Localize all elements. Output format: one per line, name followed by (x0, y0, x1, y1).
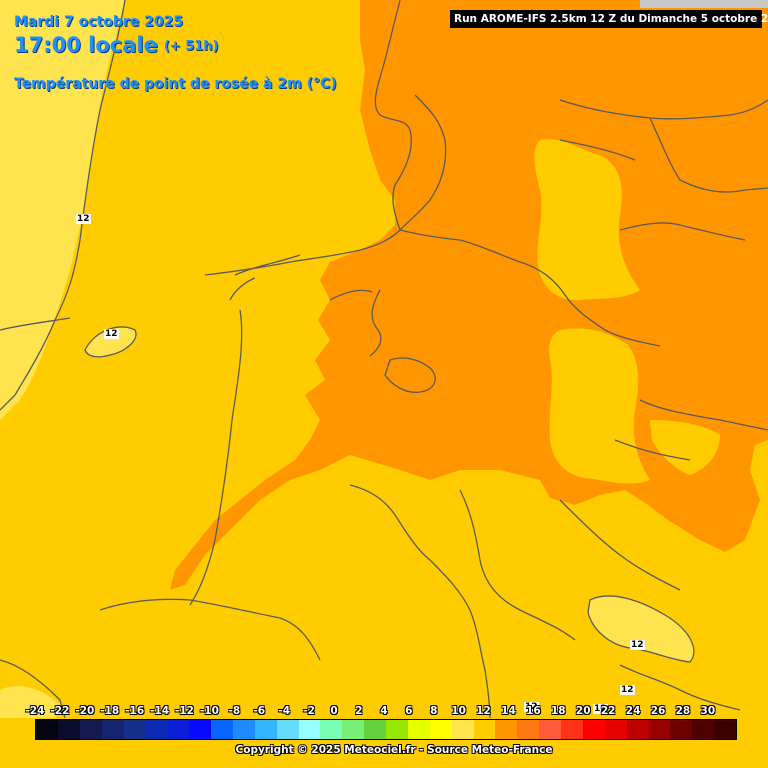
legend-swatch (604, 720, 627, 739)
legend-label: 8 (430, 705, 438, 717)
band-8-10-southeast (588, 595, 694, 662)
copyright-text: Copyright © 2025 Meteociel.fr - Source M… (235, 744, 553, 756)
band-8-10-west (0, 0, 125, 420)
parameter-title: Température de point de rosée à 2m (°C) (14, 76, 337, 92)
legend-label: 22 (600, 705, 616, 717)
forecast-time: 17:00 locale (+ 51h) (14, 33, 219, 57)
legend-swatch (232, 720, 255, 739)
isoline-label: 12 (76, 214, 91, 224)
legend-swatch (57, 720, 80, 739)
legend-label: 0 (330, 705, 338, 717)
legend-swatch (648, 720, 671, 739)
legend-swatch (714, 720, 736, 739)
legend-swatch (276, 720, 299, 739)
legend-label: 6 (405, 705, 413, 717)
band-12-hole-center (534, 138, 640, 301)
color-legend-bar (35, 719, 737, 740)
legend-swatch (123, 720, 146, 739)
legend-label: -14 (150, 705, 170, 717)
legend-swatch (473, 720, 496, 739)
legend-swatch (320, 720, 343, 739)
legend-label: 26 (650, 705, 666, 717)
legend-labels: -24 -22 -20 -18 -16 -14 -12 -10 -8 -6 -4 -2 0 2 4 6 8 10 1… (0, 705, 768, 719)
legend-label: -4 (278, 705, 291, 717)
legend-swatch (451, 720, 474, 739)
legend-label: -12 (175, 705, 195, 717)
band-12-hole-south (549, 328, 650, 484)
legend-swatch (429, 720, 452, 739)
legend-swatch (189, 720, 211, 739)
isoline-label: 12 (620, 685, 635, 695)
band-8-10-southwest (0, 685, 60, 718)
isoline-label: 12 (630, 640, 645, 650)
legend-label: -24 (25, 705, 45, 717)
isoline-label: 12 (524, 702, 539, 712)
legend-swatch (582, 720, 605, 739)
legend-label: -22 (50, 705, 70, 717)
forecast-time-value: 17:00 locale (14, 33, 158, 57)
legend-label: -6 (253, 705, 266, 717)
legend-swatch (36, 720, 58, 739)
legend-label: 14 (501, 705, 516, 717)
legend-label: -18 (100, 705, 120, 717)
no-data-corner (640, 0, 768, 8)
legend-swatch (211, 720, 233, 739)
legend-swatch (298, 720, 321, 739)
band-12-hole-east (650, 420, 720, 475)
legend-label: 24 (625, 705, 641, 717)
legend-label: 10 (451, 705, 466, 717)
legend-label: 20 (575, 705, 591, 717)
legend-swatch (254, 720, 277, 739)
legend-swatch (145, 720, 168, 739)
legend-swatch (495, 720, 518, 739)
legend-swatch (79, 720, 102, 739)
legend-swatch (517, 720, 540, 739)
legend-label: -10 (199, 705, 219, 717)
legend-swatch (386, 720, 408, 739)
legend-swatch (407, 720, 430, 739)
legend-label: -8 (228, 705, 241, 717)
forecast-lead: (+ 51h) (163, 39, 219, 54)
legend-swatch (342, 720, 365, 739)
legend-swatch (561, 720, 583, 739)
legend-label: 18 (551, 705, 566, 717)
legend-label: 16 (526, 705, 541, 717)
legend-swatch (539, 720, 561, 739)
isoline-label: 12 (593, 704, 608, 714)
legend-label: 30 (700, 705, 716, 717)
legend-swatch (167, 720, 190, 739)
legend-label: -2 (303, 705, 315, 717)
band-12-hole-sw-tip (215, 520, 255, 570)
legend-swatch (670, 720, 693, 739)
forecast-date: Mardi 7 octobre 2025 (14, 14, 184, 30)
isoline-label: 12 (104, 329, 119, 339)
legend-label: 28 (675, 705, 691, 717)
legend-swatch (364, 720, 386, 739)
run-info-box: Run AROME-IFS 2.5km 12 Z du Dimanche 5 o… (450, 10, 768, 28)
legend-label: -20 (75, 705, 95, 717)
legend-label: 12 (476, 705, 491, 717)
legend-swatch (626, 720, 649, 739)
legend-label: 2 (355, 705, 363, 717)
legend-label: -16 (125, 705, 145, 717)
legend-swatch (692, 720, 715, 739)
legend-swatch (101, 720, 124, 739)
legend-label: 4 (380, 705, 388, 717)
